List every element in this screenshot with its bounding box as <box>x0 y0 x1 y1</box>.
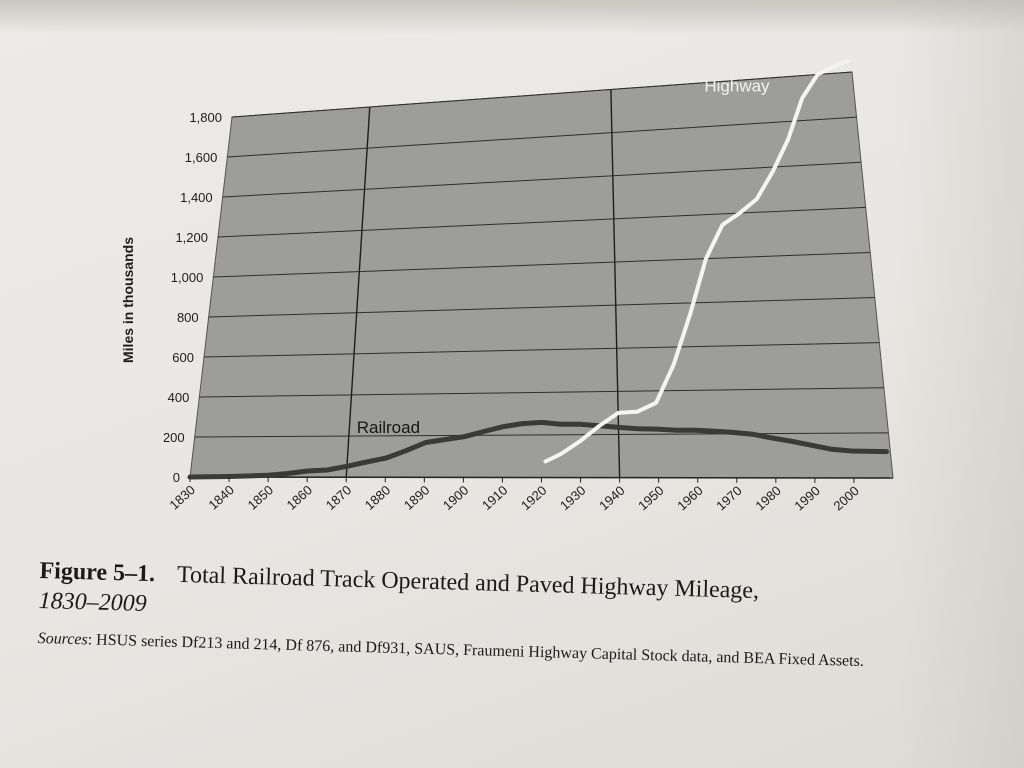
x-tick-label: 1970 <box>713 483 745 513</box>
series-label-railroad: Railroad <box>357 418 420 437</box>
y-tick-label: 1,600 <box>185 150 218 165</box>
x-tick-label: 1910 <box>479 483 511 513</box>
x-tick-label: 1900 <box>440 482 472 512</box>
x-tick-label: 1850 <box>245 482 277 512</box>
x-tick-label: 1920 <box>518 483 550 513</box>
figure-number: Figure 5–1. <box>39 557 156 588</box>
y-axis-title: Miles in thousands <box>120 237 136 363</box>
x-tick-label: 1990 <box>791 483 823 513</box>
x-tick-label: 1830 <box>166 482 198 512</box>
page-edge-shading <box>894 0 1024 768</box>
page-top-shadow <box>0 0 1024 34</box>
x-tick-label: 1930 <box>557 483 589 513</box>
gridline-y <box>194 432 889 438</box>
y-tick-label: 800 <box>177 310 199 325</box>
series-lines <box>187 59 889 480</box>
x-tick-label: 1980 <box>752 483 784 513</box>
series-label-highway: Highway <box>704 77 770 96</box>
gridline-y <box>203 342 880 358</box>
x-tick-label: 1950 <box>635 483 667 513</box>
y-tick-label: 1,000 <box>171 270 204 285</box>
gridline-y <box>227 116 857 158</box>
x-tick-label: 2000 <box>830 483 862 513</box>
x-tick-label: 1890 <box>401 482 433 512</box>
y-tick-label: 1,400 <box>180 190 213 205</box>
y-axis-ticks: 0 200 400 600 800 1,000 1,200 1,400 1,600 1,800 <box>163 110 222 485</box>
x-tick-label: 1960 <box>674 483 706 513</box>
plot-area <box>189 71 894 479</box>
x-tick-label: 1880 <box>362 482 394 512</box>
gridline-y <box>231 71 853 118</box>
gridline-y <box>222 161 862 198</box>
x-tick-label: 1870 <box>323 482 355 512</box>
gridline-y <box>199 387 884 398</box>
gridline-y <box>213 251 871 278</box>
y-tick-label: 1,800 <box>189 110 222 125</box>
series-line-highway <box>543 59 850 464</box>
gridline-y <box>217 206 866 238</box>
y-tick-label: 400 <box>168 390 190 405</box>
x-tick-label: 1940 <box>596 483 628 513</box>
x-tick-label: 1860 <box>284 482 316 512</box>
sources-label: Sources <box>37 629 88 649</box>
series-line-railroad <box>187 419 889 480</box>
x-axis-ticks: 1830 1840 1850 1860 1870 1880 1890 1900 1910 1920… <box>166 477 862 514</box>
series-labels: Railroad Highway <box>357 77 770 437</box>
x-tick-label: 1840 <box>206 482 238 512</box>
y-tick-label: 1,200 <box>175 230 208 245</box>
y-tick-label: 0 <box>173 470 180 485</box>
gridline-y <box>208 297 875 318</box>
y-tick-label: 600 <box>172 350 194 365</box>
vertical-reference-line <box>345 106 371 478</box>
y-tick-label: 200 <box>163 430 185 445</box>
